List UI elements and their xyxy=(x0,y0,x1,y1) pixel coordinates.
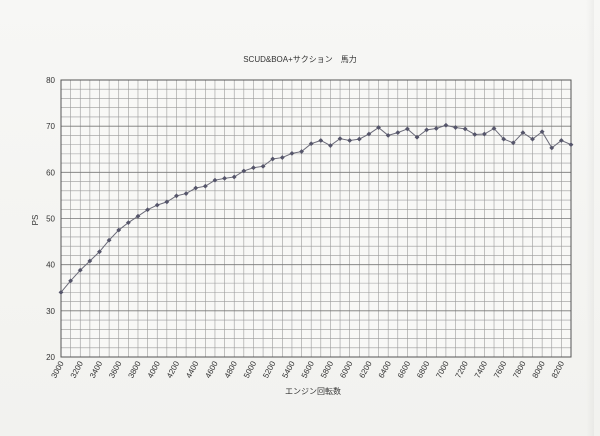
data-point xyxy=(530,136,535,142)
x-axis-label: エンジン回転数 xyxy=(285,386,341,396)
y-tick-label: 30 xyxy=(46,307,55,316)
data-point xyxy=(106,237,112,243)
data-point xyxy=(568,142,574,148)
data-point xyxy=(366,131,372,137)
data-point xyxy=(327,143,333,149)
data-point xyxy=(231,174,237,180)
x-tick-label: 5800 xyxy=(319,359,336,379)
x-tick-label: 7200 xyxy=(454,359,471,379)
x-axis-ticks: 3000 3200 3400 3600 3800 4000 4200 4400 4600 4800… xyxy=(49,359,566,379)
x-tick-label: 4400 xyxy=(184,359,201,379)
series-line xyxy=(60,124,572,293)
x-tick-label: 5400 xyxy=(280,359,297,379)
data-point xyxy=(87,258,93,264)
data-point xyxy=(404,126,410,132)
data-point xyxy=(202,183,208,189)
data-point xyxy=(173,193,179,199)
data-point xyxy=(183,191,189,197)
x-tick-label: 4200 xyxy=(165,359,182,379)
y-tick-label: 80 xyxy=(46,76,55,85)
data-point xyxy=(97,249,102,255)
x-tick-label: 8200 xyxy=(550,359,567,379)
data-point xyxy=(462,126,468,132)
data-point xyxy=(279,155,285,161)
x-tick-label: 6800 xyxy=(415,359,432,379)
data-point xyxy=(385,132,391,138)
data-point xyxy=(212,177,218,183)
x-tick-label: 3600 xyxy=(107,359,124,379)
data-point xyxy=(356,136,362,142)
data-point xyxy=(558,137,564,143)
x-tick-label: 6200 xyxy=(357,359,374,379)
data-point xyxy=(414,134,420,140)
data-point xyxy=(299,149,305,155)
x-tick-label: 5000 xyxy=(242,359,259,379)
y-axis-label: PS xyxy=(31,215,40,226)
data-point xyxy=(424,127,430,133)
y-tick-label: 20 xyxy=(46,353,55,362)
data-point xyxy=(260,163,266,169)
x-tick-label: 7600 xyxy=(492,359,509,379)
x-tick-label: 7000 xyxy=(434,359,451,379)
plot-frame xyxy=(60,79,572,358)
data-point xyxy=(539,129,545,135)
x-tick-label: 3200 xyxy=(69,359,86,379)
data-point xyxy=(510,140,516,146)
data-point xyxy=(250,165,256,171)
x-tick-label: 8000 xyxy=(531,359,548,379)
data-point xyxy=(501,136,507,142)
series-horsepower xyxy=(58,122,574,295)
y-axis-ticks: 20 30 40 50 60 70 80 xyxy=(46,76,55,362)
data-point xyxy=(135,213,141,219)
data-point xyxy=(318,137,324,143)
data-point xyxy=(347,137,353,143)
data-point xyxy=(125,220,131,226)
data-point xyxy=(376,125,382,131)
data-point xyxy=(270,156,276,162)
plot-grid xyxy=(60,79,572,358)
data-point xyxy=(549,145,555,151)
x-tick-label: 4000 xyxy=(146,359,163,379)
data-point xyxy=(289,150,295,156)
data-point xyxy=(308,141,314,147)
x-tick-label: 6600 xyxy=(396,359,413,379)
x-tick-label: 6400 xyxy=(377,359,394,379)
data-point xyxy=(154,202,160,208)
data-point xyxy=(77,267,83,273)
data-point xyxy=(164,199,170,205)
x-tick-label: 5600 xyxy=(300,359,317,379)
data-point xyxy=(433,125,439,131)
x-tick-label: 3800 xyxy=(126,359,143,379)
y-tick-label: 50 xyxy=(46,215,55,224)
data-point xyxy=(491,125,497,131)
data-point xyxy=(395,130,401,136)
x-tick-label: 3400 xyxy=(88,359,105,379)
data-point xyxy=(337,136,343,142)
data-point xyxy=(241,168,247,174)
data-point xyxy=(443,122,449,128)
data-point xyxy=(481,131,487,137)
x-tick-label: 3000 xyxy=(49,359,66,379)
data-point xyxy=(472,131,478,137)
data-point xyxy=(193,185,199,191)
data-point xyxy=(520,130,526,136)
x-tick-label: 7800 xyxy=(511,359,528,379)
x-tick-label: 5200 xyxy=(261,359,278,379)
data-point xyxy=(58,289,64,295)
y-tick-label: 60 xyxy=(46,168,55,177)
x-tick-label: 4800 xyxy=(223,359,240,379)
data-point xyxy=(68,278,74,284)
data-point xyxy=(453,125,459,131)
x-tick-label: 6000 xyxy=(338,359,355,379)
data-point xyxy=(145,207,151,213)
data-point xyxy=(222,175,228,181)
data-point xyxy=(116,227,122,233)
x-tick-label: 7400 xyxy=(473,359,490,379)
y-tick-label: 40 xyxy=(46,261,55,270)
x-tick-label: 4600 xyxy=(203,359,220,379)
y-tick-label: 70 xyxy=(46,122,55,131)
chart-title: SCUD&BOA+サクション 馬力 xyxy=(243,54,357,64)
